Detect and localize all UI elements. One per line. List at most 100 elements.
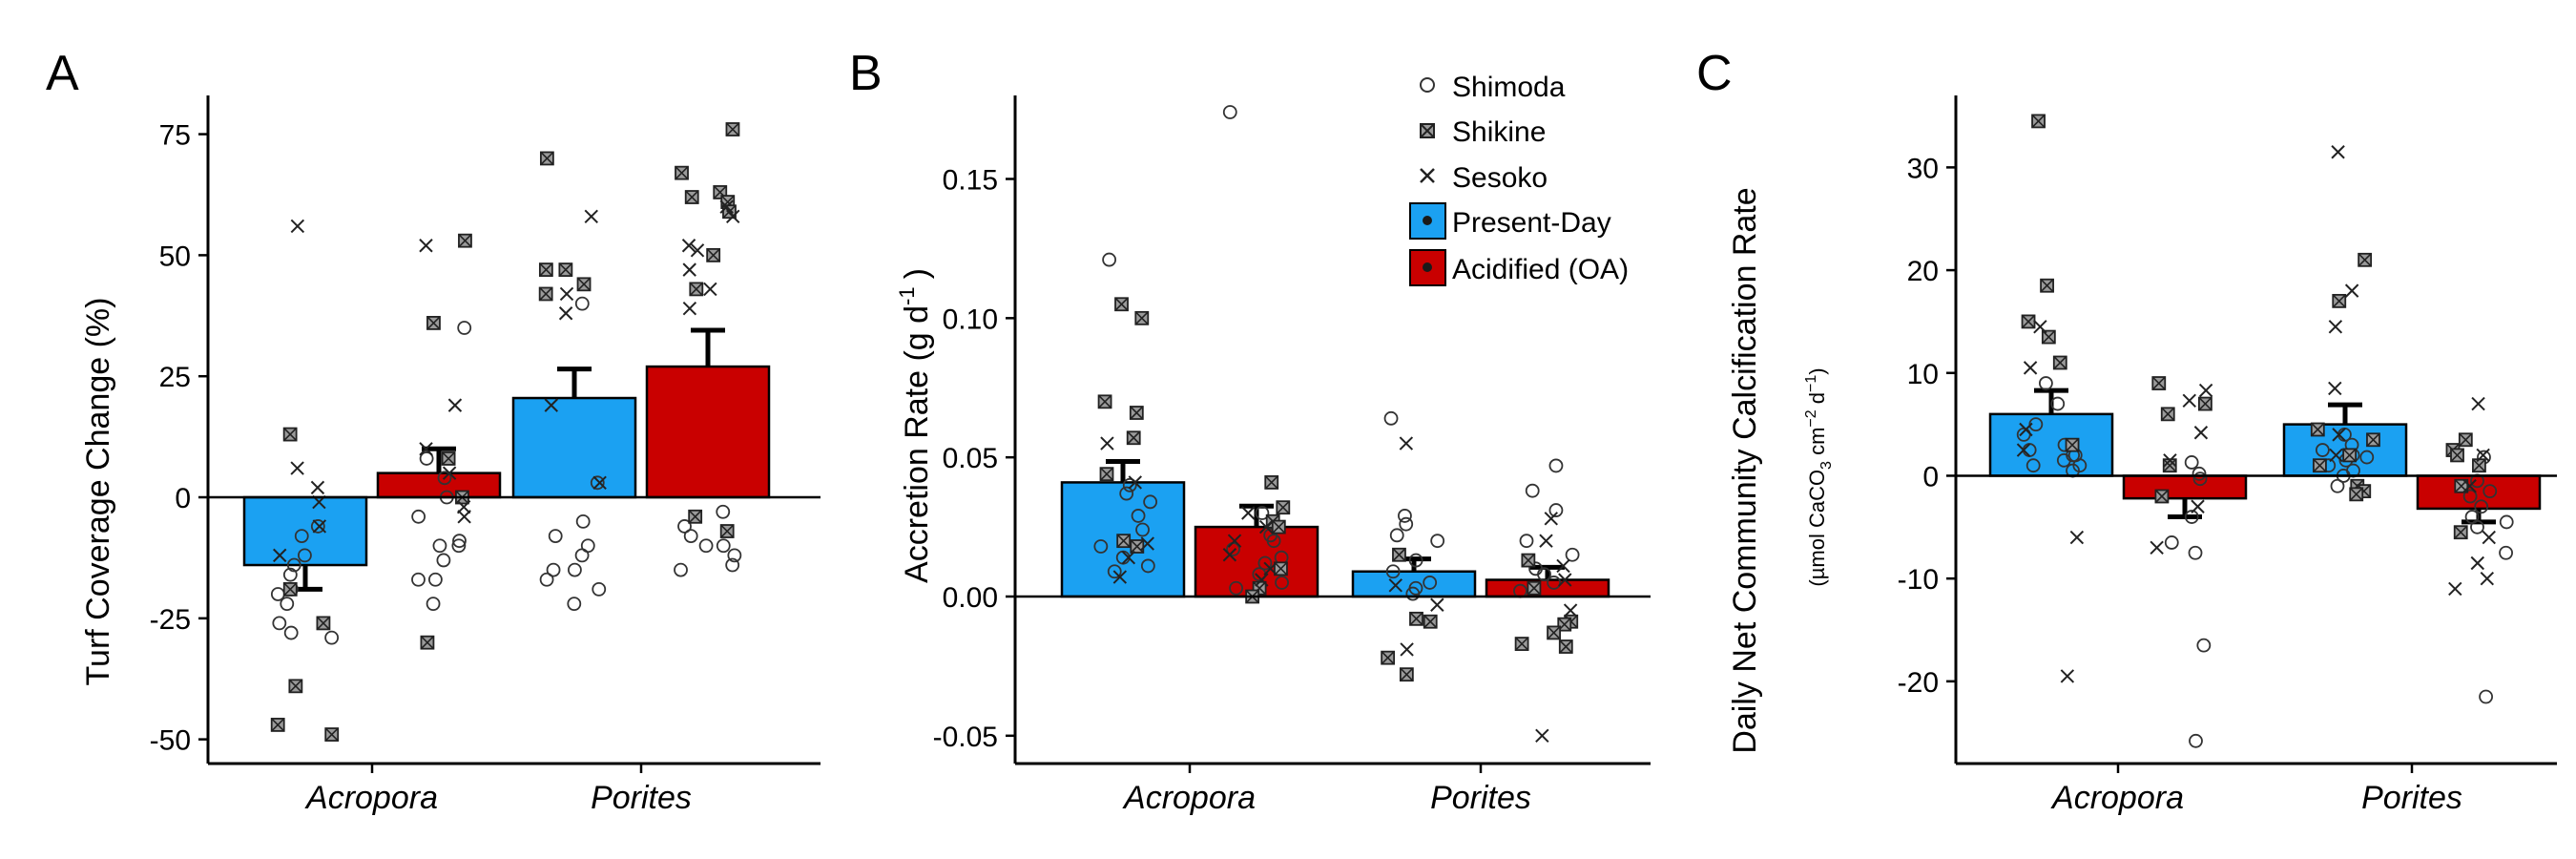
units-pre: (µmol CaCO	[1805, 470, 1829, 587]
panel-b-ylabel-sup: -1	[895, 286, 919, 305]
panel-a-xtick-label: Porites	[591, 780, 692, 816]
panel-a-ytick-label: 0	[175, 483, 191, 514]
panel-c-ytick-label: 20	[1907, 256, 1939, 287]
panel-b-point-shikine-x	[1274, 561, 1288, 576]
panel-c-point-shimoda	[2038, 376, 2053, 390]
panel-b-point-shikine-x	[1521, 554, 1535, 568]
panel-b-point-shimoda	[1547, 576, 1562, 590]
panel-a-point-shikine-x	[539, 262, 553, 277]
panel-c-bar	[1988, 412, 2114, 477]
panel-b-ylabel-end: )	[899, 268, 935, 279]
panel-c-ylabel: Daily Net Community Calcification Rate	[1727, 187, 1763, 753]
panel-b-xtick-label: Porites	[1430, 780, 1531, 816]
panel-a-point-shikine-x	[685, 190, 699, 204]
panel-b-point-shikine-x	[1099, 467, 1114, 481]
panel-letter-b: B	[849, 46, 883, 101]
panel-c-point-sesoko	[2462, 479, 2477, 493]
panel-a-point-sesoko	[703, 282, 717, 297]
panel-a-point-shimoda	[411, 572, 426, 587]
panel-a-point-shimoda	[272, 616, 287, 631]
panel-a-point-shimoda	[428, 572, 443, 587]
legend-shimoda-label: Shimoda	[1452, 72, 1566, 103]
panel-a-ytick-label: -25	[150, 604, 191, 636]
panel-c-point-sesoko	[2191, 499, 2205, 513]
panel-a-point-sesoko	[682, 262, 696, 277]
panel-letter-a: A	[46, 46, 79, 101]
panel-a-point-shimoda	[716, 538, 731, 554]
panel-a-point-shikine-x	[426, 316, 441, 330]
panel-a-point-shimoda	[725, 557, 740, 573]
panel-b-point-shimoda	[1385, 564, 1401, 579]
panel-a-point-shimoda	[294, 529, 309, 543]
panel-b-point-sesoko	[1544, 512, 1558, 526]
panel-a-ytick-label: 75	[159, 120, 191, 152]
panel-b-point-sesoko	[1222, 548, 1237, 562]
panel-a-point-shimoda	[677, 519, 692, 534]
units-sup1: −2	[1803, 409, 1819, 427]
panel-c-point-shikine-x	[2366, 432, 2380, 447]
panel-c-xtick-label: Acropora	[2050, 780, 2184, 816]
panel-b-point-shimoda	[1093, 539, 1109, 554]
panel-b-point-sesoko	[1430, 597, 1444, 612]
panel-b-point-sesoko	[1258, 519, 1274, 534]
panel-b-xtick-label: Acropora	[1122, 780, 1256, 816]
panel-a-bar	[242, 495, 368, 567]
units-sub: 3	[1818, 461, 1835, 470]
panel-a-point-sesoko	[273, 548, 287, 563]
panel-b-point-shimoda	[1383, 410, 1399, 426]
panel-c-point-shikine-x	[2021, 314, 2036, 328]
panel-a-point-shimoda	[451, 538, 467, 554]
panel-a-point-shimoda	[283, 625, 299, 640]
legend-item-sesoko: Sesoko	[1420, 162, 1548, 194]
panel-a-point-shimoda	[539, 572, 554, 587]
panel-b-point-shikine-x	[1547, 625, 1561, 639]
panel-b-point-sesoko	[1100, 436, 1114, 450]
panel-a-point-sesoko	[559, 286, 574, 302]
panel-c-point-shimoda	[2050, 396, 2066, 411]
panel-c-ylabel-units: (µmol CaCO3 cm−2 d−1)	[1803, 367, 1835, 586]
panel-c-point-sesoko	[2482, 530, 2496, 545]
panel-b-point-sesoko	[1563, 603, 1578, 618]
legend-shikine-marker-x	[1420, 123, 1435, 138]
panel-c-point-shikine-x	[2053, 355, 2067, 370]
legend-sesoko-marker	[1420, 168, 1435, 183]
panel-c-point-sesoko	[2328, 381, 2342, 396]
panel-a-point-sesoko	[447, 398, 463, 412]
panel-a-point-sesoko	[592, 475, 607, 491]
panel-b-point-shimoda	[1255, 506, 1270, 520]
panel-b-ytick-label: 0.00	[943, 582, 998, 614]
panel-c-bar	[2416, 474, 2542, 511]
panel-b-point-shimoda	[1398, 509, 1412, 523]
panel-a-point-shimoda	[282, 567, 298, 582]
panel-b-point-shimoda	[1119, 486, 1134, 501]
panel-c-point-shikine-x	[2349, 487, 2363, 501]
panel-c-point-shikine-x	[2342, 448, 2357, 462]
panel-a-point-shimoda	[546, 562, 561, 577]
panel-a-point-shikine-x	[688, 510, 702, 524]
panel-a-point-shimoda	[568, 562, 582, 577]
panel-c-point-shimoda	[2025, 458, 2041, 473]
panel-c-point-shimoda	[2196, 638, 2212, 653]
panel-c-point-shimoda	[2462, 489, 2478, 504]
panel-c-point-sesoko	[2471, 396, 2485, 411]
panel-c-ytick-label: 0	[1922, 461, 1939, 492]
panel-c-point-sesoko	[2182, 393, 2196, 409]
panel-b-point-shikine-x	[1098, 394, 1112, 409]
panel-c-point-shimoda	[2189, 733, 2203, 748]
panel-c-point-shimoda	[2192, 471, 2208, 487]
panel-a-point-shimoda	[548, 529, 563, 543]
panel-c-point-sesoko	[2019, 422, 2033, 437]
panel-a-point-sesoko	[290, 461, 304, 475]
panel-b-point-sesoko	[1535, 728, 1549, 744]
panel-b-point-shikine-x	[1423, 615, 1438, 629]
panel-c-point-shikine-x	[2313, 458, 2327, 472]
panel-c-point-shimoda	[2499, 514, 2514, 530]
panel-b-point-shimoda	[1140, 558, 1155, 574]
panel-b-plot: 0.15 0.10 0.05 0.00 -0.05 Acropora Porites	[933, 95, 1651, 816]
panel-b-point-shikine-x	[1116, 534, 1131, 548]
panel-c-point-shikine-x	[2065, 438, 2080, 452]
panel-c-point-sesoko	[2193, 426, 2209, 440]
panel-c-point-sesoko	[2069, 530, 2085, 545]
panel-b-point-shikine-x	[1127, 430, 1141, 445]
panel-c-point-sesoko	[2476, 448, 2490, 463]
